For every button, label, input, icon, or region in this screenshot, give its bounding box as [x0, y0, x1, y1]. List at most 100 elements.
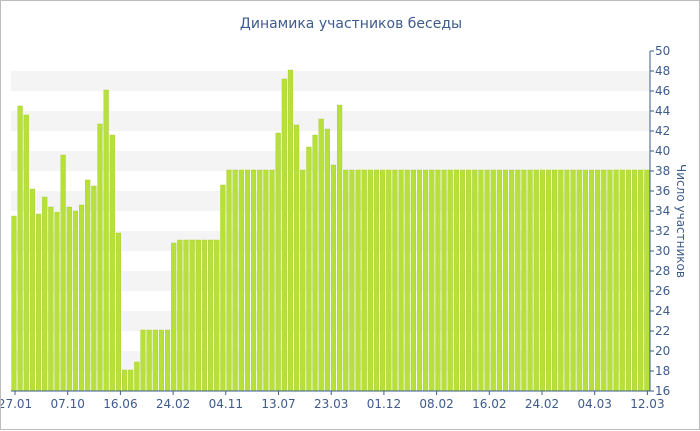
bar	[490, 169, 496, 392]
bar	[435, 169, 441, 392]
y-tick-label: 22	[655, 324, 670, 338]
bar	[35, 213, 42, 392]
bar	[275, 132, 281, 392]
bar	[349, 169, 355, 392]
bar	[576, 169, 582, 392]
bar	[416, 169, 423, 392]
bar	[146, 329, 152, 392]
bar	[318, 118, 324, 392]
y-tick-label: 24	[655, 304, 670, 318]
y-axis-label: Число участников	[674, 164, 688, 278]
bar	[78, 204, 85, 392]
x-tick-label: 16.02	[472, 397, 506, 411]
bar	[588, 169, 595, 392]
x-tick-label: 24.02	[525, 397, 559, 411]
bar	[410, 169, 416, 392]
y-tick-label: 16	[655, 384, 670, 398]
bar	[625, 169, 631, 392]
grid-bands	[11, 71, 650, 371]
bar	[361, 169, 367, 392]
bar	[189, 239, 195, 392]
bar	[134, 361, 140, 392]
bar	[404, 169, 410, 392]
bar	[60, 154, 66, 392]
bar	[337, 104, 343, 392]
bar	[300, 169, 306, 392]
bar	[613, 169, 619, 392]
bar	[343, 169, 349, 392]
bar	[644, 169, 650, 392]
y-tick-label: 44	[655, 104, 670, 118]
bar	[539, 169, 545, 392]
chart-title: Динамика участников беседы	[240, 16, 462, 32]
x-tick-label: 01.12	[367, 397, 401, 411]
grid-band	[11, 311, 650, 331]
x-tick-label: 13.07	[261, 397, 295, 411]
bar	[533, 169, 539, 392]
bar	[72, 210, 78, 392]
bar	[66, 206, 72, 392]
bar	[103, 89, 109, 392]
bar	[601, 169, 607, 392]
x-tick-label: 12.03	[630, 397, 664, 411]
y-tick-label: 46	[655, 84, 670, 98]
bar	[367, 169, 373, 392]
bar	[631, 169, 638, 392]
bar	[484, 169, 490, 392]
y-tick-label: 42	[655, 124, 670, 138]
bar	[29, 188, 35, 392]
bar	[263, 169, 269, 392]
bar	[619, 169, 625, 392]
y-tick-label: 36	[655, 184, 670, 198]
bar	[109, 134, 115, 392]
bar	[244, 169, 251, 392]
bar	[17, 105, 23, 392]
bar	[85, 179, 91, 392]
bar	[177, 239, 183, 392]
bar	[564, 169, 570, 392]
bar	[423, 169, 429, 392]
bar	[478, 169, 484, 392]
bar	[208, 239, 214, 392]
bar	[386, 169, 392, 392]
bar	[183, 239, 189, 392]
grid-band	[11, 111, 650, 131]
bar	[496, 169, 502, 392]
y-tick-label: 28	[655, 264, 670, 278]
bar	[140, 329, 146, 392]
y-tick-label: 18	[655, 364, 670, 378]
bar	[453, 169, 459, 392]
bar	[521, 169, 527, 392]
bar	[121, 369, 128, 392]
bar	[23, 114, 29, 392]
x-tick-label: 27.01	[1, 397, 32, 411]
x-tick-label: 23.03	[314, 397, 348, 411]
y-tick-label: 30	[655, 244, 670, 258]
bar	[195, 239, 201, 392]
bar	[214, 239, 220, 392]
grid-band	[11, 71, 650, 91]
bar	[128, 369, 134, 392]
bar	[429, 169, 435, 392]
bar	[158, 329, 165, 392]
bar	[201, 239, 208, 392]
x-tick-label: 04.11	[209, 397, 243, 411]
bar	[392, 169, 398, 392]
grid-band	[11, 271, 650, 291]
bar	[257, 169, 263, 392]
bar	[472, 169, 478, 392]
grid-band	[11, 231, 650, 251]
bar	[48, 206, 54, 392]
x-tick-label: 16.06	[103, 397, 137, 411]
bar	[527, 169, 533, 392]
y-tick-label: 38	[655, 164, 670, 178]
bar	[595, 169, 601, 392]
axis-lines	[11, 51, 651, 392]
bar	[607, 169, 613, 392]
x-tick-labels: 27.01 07.10 16.06 24.02 04.11 13.07 23.03 01.12…	[1, 391, 665, 411]
bar	[380, 169, 386, 392]
bar	[558, 169, 564, 392]
bar	[459, 169, 466, 392]
bar	[238, 169, 244, 392]
